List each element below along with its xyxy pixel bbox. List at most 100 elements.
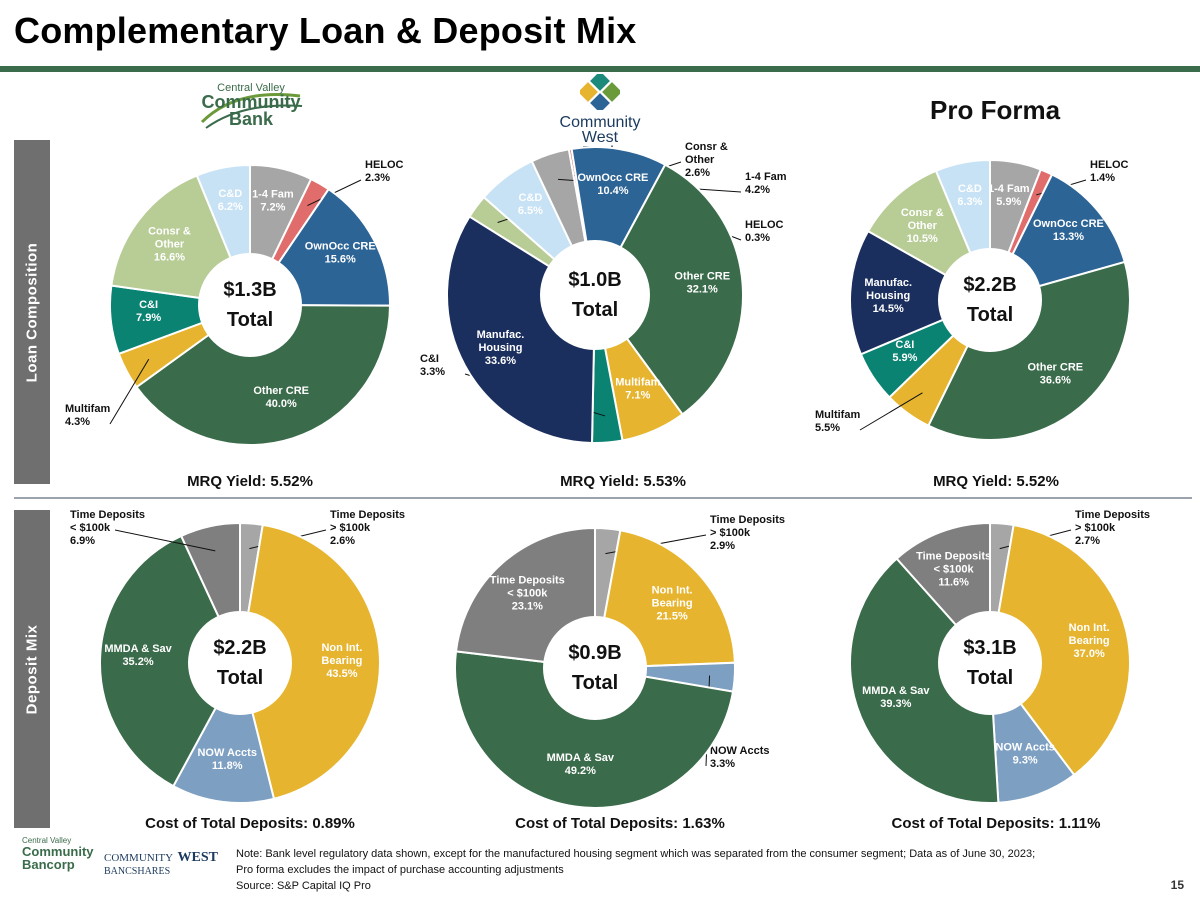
donut-center-total: $1.0B Total: [535, 265, 655, 325]
title-rule: [0, 66, 1200, 72]
footer-note: Note: Bank level regulatory data shown, …: [236, 846, 1035, 894]
callout-line-multifam: [109, 358, 150, 425]
slice-label-now-accts: NOW Accts 3.3%: [710, 745, 770, 770]
slice-label-1-4-fam: 1-4 Fam 4.2%: [745, 171, 787, 196]
center-amount: $2.2B: [963, 274, 1017, 296]
footer-source: Source: S&P Capital IQ Pro: [236, 880, 371, 892]
slice-label-consr-other: Consr & Other 16.6%: [148, 225, 191, 263]
slice-label-time-deposits-100k: Time Deposits < $100k 6.9%: [70, 509, 145, 547]
donut-hole: [188, 611, 292, 715]
slice-other-cre: [135, 303, 392, 446]
donut-hole: [540, 240, 650, 350]
slice-mmda-sav: [99, 534, 242, 788]
slice-label-c-d: C&D 6.3%: [957, 183, 982, 208]
cvcb-logo-line2: Community: [201, 92, 301, 112]
callout-line-multifam: [859, 392, 923, 431]
cwb-logo-line1: Community: [559, 114, 641, 131]
page-title: Complementary Loan & Deposit Mix: [14, 10, 637, 51]
slice-label-consr-other: Consr & Other 10.5%: [901, 207, 944, 245]
slice-label-non-int-bearing: Non Int. Bearing 37.0%: [1069, 622, 1110, 660]
slice-label-multifam: Multifam 7.1%: [615, 377, 660, 402]
slice-label-consr-other: Consr & Other 2.6%: [685, 141, 728, 179]
cvcb-logo-line3: Bank: [228, 109, 273, 129]
center-amount: $3.1B: [963, 637, 1017, 659]
donut-svg: Time Deposits > $100k 2.9% Non Int. Bearing 2…: [454, 514, 785, 809]
footer-cvcb-line1: Central Valley: [22, 836, 72, 845]
loan-pie-cwb: Consr & Other 2.6% C&D 6.5% 1-4 Fam 4.2% HELOC 0…: [420, 141, 787, 460]
footer-cw-line1: COMMUNITY: [104, 852, 174, 864]
slice-label-other-cre: Other CRE 40.0%: [253, 385, 309, 410]
donut-center-total: $2.2B Total: [180, 633, 300, 693]
footer-cw-line3: BANCSHARES: [104, 866, 171, 877]
deposit-pie-cwb: Time Deposits > $100k 2.9% Non Int. Bearing 2…: [445, 508, 785, 809]
slice-label-1-4-fam: 1-4 Fam 7.2%: [252, 189, 294, 214]
slice-label-ownocc-cre: OwnOcc CRE 10.4%: [577, 172, 648, 197]
slice-manufac-housing: [849, 229, 993, 356]
cwb-logo-line2: West: [581, 129, 619, 146]
slice-label-now-accts: NOW Accts 9.3%: [995, 742, 1054, 767]
donut-svg: Time Deposits > $100k 2.7% Non Int. Bearing 3…: [849, 509, 1150, 804]
slice-label-ownocc-cre: OwnOcc CRE 13.3%: [1033, 218, 1104, 243]
slice-label-non-int-bearing: Non Int. Bearing 21.5%: [652, 584, 693, 622]
slice-label-mmda-sav: MMDA & Sav 35.2%: [104, 643, 172, 668]
slice-label-other-cre: Other CRE 36.6%: [1028, 361, 1084, 386]
donut-center-total: $2.2B Total: [930, 270, 1050, 330]
slice-other-cre: [927, 260, 1131, 441]
deposit-pie-cvcb: Time Deposits > $100k 2.6% Non Int. Bearing 4…: [70, 508, 410, 808]
footer-cw-line2: WEST: [177, 850, 218, 865]
center-label: Total: [966, 667, 1014, 689]
deposit-mix-label: Deposit Mix: [23, 624, 41, 714]
slice-label-time-deposits-100k: Time Deposits < $100k 11.6%: [916, 551, 991, 589]
donut-hole: [938, 611, 1042, 715]
loan-yield-proforma: MRQ Yield: 5.52%: [933, 473, 1059, 490]
deposit-cost-cvcb: Cost of Total Deposits: 0.89%: [145, 815, 355, 832]
slice-other-cre: [593, 163, 744, 416]
footer-cvcb-line2: Community: [22, 844, 94, 859]
footer-note-line1: Note: Bank level regulatory data shown, …: [236, 848, 1036, 860]
slice-mmda-sav: [849, 557, 1000, 804]
donut-center-total: $0.9B Total: [535, 638, 655, 698]
slice-label-c-i: C&I 7.9%: [136, 299, 161, 324]
slice-label-mmda-sav: MMDA & Sav 39.3%: [862, 685, 930, 710]
center-label: Total: [966, 304, 1014, 326]
donut-hole: [543, 616, 647, 720]
slice-mmda-sav: [454, 650, 735, 809]
slice-non-int-bearing: [988, 523, 1131, 777]
loan-yield-cvcb: MRQ Yield: 5.52%: [187, 473, 313, 490]
slice-label-time-deposits-100k: Time Deposits > $100k 2.7%: [1075, 509, 1150, 547]
callout-line-time-deposits-100k: [114, 529, 216, 552]
loan-pie-cvcb: 1-4 Fam 7.2% HELOC 2.3% OwnOcc CRE 15.6% Other…: [65, 150, 410, 460]
donut-center-total: $1.3B Total: [190, 275, 310, 335]
slice-label-multifam: Multifam 5.5%: [815, 409, 860, 434]
deposit-cost-cwb: Cost of Total Deposits: 1.63%: [515, 815, 725, 832]
center-amount: $2.2B: [213, 637, 267, 659]
loan-pie-proforma: 1-4 Fam 5.9% HELOC 1.4% OwnOcc CRE 13.3% Other…: [815, 150, 1155, 460]
donut-svg: Consr & Other 2.6% C&D 6.5% 1-4 Fam 4.2% HELOC 0…: [420, 141, 787, 444]
footer-note-line2: Pro forma excludes the impact of purchas…: [236, 864, 564, 876]
donut-svg: Time Deposits > $100k 2.6% Non Int. Bearing 4…: [70, 509, 405, 804]
footer-cvcb-line3: Bancorp: [22, 857, 75, 872]
slice-label-manufac-housing: Manufac. Housing 33.6%: [477, 329, 525, 367]
center-amount: $1.3B: [223, 279, 277, 301]
slice-label-heloc: HELOC 2.3%: [365, 159, 404, 184]
loan-composition-side-label: Loan Composition: [14, 140, 50, 484]
donut-center-total: $3.1B Total: [930, 633, 1050, 693]
slice-label-time-deposits-100k: Time Deposits < $100k 23.1%: [490, 575, 565, 613]
cvcb-logo-line1: Central Valley: [217, 82, 285, 94]
center-amount: $0.9B: [568, 642, 622, 664]
footer-cvcb-logo: Central Valley Community Bancorp: [22, 836, 94, 871]
slice-label-heloc: HELOC 1.4%: [1090, 159, 1129, 184]
slice-label-c-i: C&I 5.9%: [892, 339, 917, 364]
slice-label-mmda-sav: MMDA & Sav 49.2%: [547, 752, 615, 777]
slice-label-c-i: C&I 3.3%: [420, 353, 445, 378]
donut-svg: 1-4 Fam 5.9% HELOC 1.4% OwnOcc CRE 13.3% Other…: [815, 158, 1131, 441]
deposit-mix-side-label: Deposit Mix: [14, 510, 50, 828]
slice-now-accts: [171, 660, 276, 804]
slice-label-non-int-bearing: Non Int. Bearing 43.5%: [321, 642, 362, 680]
cvcb-logo-swoosh-icon: [200, 92, 303, 129]
slice-label-c-d: C&D 6.2%: [218, 188, 243, 213]
center-label: Total: [571, 299, 619, 321]
slice-label-ownocc-cre: OwnOcc CRE 15.6%: [305, 240, 376, 265]
center-amount: $1.0B: [568, 269, 622, 291]
footer-cw-logo: COMMUNITY WEST BANCSHARES: [104, 848, 220, 877]
